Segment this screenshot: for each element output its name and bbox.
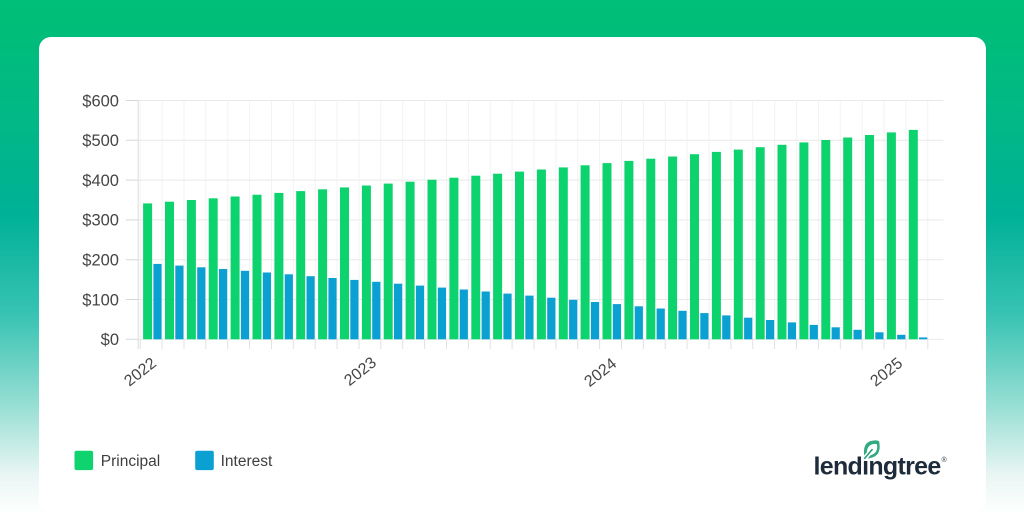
svg-text:$400: $400 (82, 172, 119, 190)
svg-text:$500: $500 (82, 132, 119, 150)
svg-text:2025: 2025 (868, 355, 907, 390)
svg-text:2024: 2024 (582, 355, 621, 390)
svg-text:$600: $600 (82, 92, 119, 110)
svg-text:$200: $200 (82, 252, 119, 270)
svg-text:$0: $0 (101, 331, 119, 349)
svg-text:2022: 2022 (121, 355, 160, 390)
svg-text:Interest: Interest (221, 453, 273, 470)
svg-text:Principal: Principal (101, 453, 160, 470)
svg-text:®: ® (942, 456, 948, 464)
svg-text:2023: 2023 (341, 354, 380, 389)
svg-text:$300: $300 (82, 212, 119, 230)
svg-text:lendıngtree: lendıngtree (814, 453, 942, 481)
svg-text:$100: $100 (82, 291, 119, 309)
